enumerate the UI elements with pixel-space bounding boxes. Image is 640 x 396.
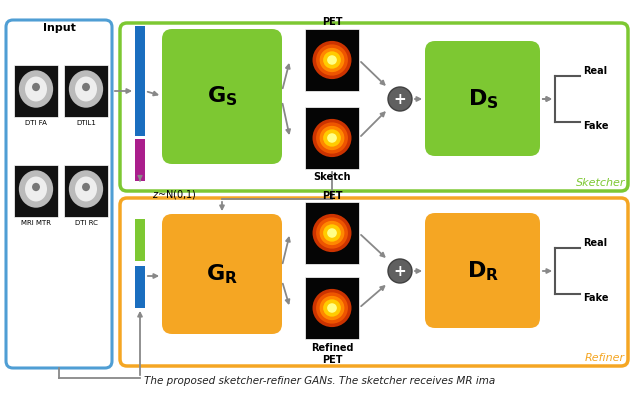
Bar <box>305 277 359 339</box>
Text: $z$~N(0,1): $z$~N(0,1) <box>152 188 197 201</box>
FancyBboxPatch shape <box>162 214 282 334</box>
Bar <box>305 202 359 264</box>
Text: Fake: Fake <box>583 121 609 131</box>
Bar <box>14 65 58 117</box>
Ellipse shape <box>75 76 97 101</box>
Circle shape <box>388 259 412 283</box>
Bar <box>305 29 359 91</box>
Bar <box>14 165 58 217</box>
Ellipse shape <box>319 221 344 245</box>
Ellipse shape <box>327 133 337 143</box>
FancyBboxPatch shape <box>425 213 540 328</box>
Text: +: + <box>394 263 406 278</box>
Ellipse shape <box>312 119 351 157</box>
Text: Real: Real <box>583 66 607 76</box>
Ellipse shape <box>316 122 348 154</box>
Ellipse shape <box>316 44 348 76</box>
Ellipse shape <box>312 41 351 79</box>
Ellipse shape <box>312 214 351 252</box>
Text: Fake: Fake <box>583 293 609 303</box>
Bar <box>64 165 108 217</box>
Ellipse shape <box>323 224 341 242</box>
Bar <box>305 107 359 169</box>
Ellipse shape <box>319 296 344 320</box>
Text: Real: Real <box>583 238 607 248</box>
FancyBboxPatch shape <box>162 29 282 164</box>
Bar <box>135 26 145 136</box>
Text: PET: PET <box>322 17 342 27</box>
Ellipse shape <box>69 70 103 108</box>
Ellipse shape <box>323 51 341 69</box>
Ellipse shape <box>32 83 40 91</box>
Ellipse shape <box>32 183 40 191</box>
Bar <box>135 139 145 181</box>
Text: DTI RC: DTI RC <box>75 220 97 226</box>
Text: $\mathbf{G_R}$: $\mathbf{G_R}$ <box>206 262 238 286</box>
Text: DTI FA: DTI FA <box>25 120 47 126</box>
Bar <box>135 266 145 308</box>
Ellipse shape <box>319 48 344 72</box>
Bar <box>64 65 108 117</box>
Ellipse shape <box>25 76 47 101</box>
Text: DTIL1: DTIL1 <box>76 120 96 126</box>
Text: PET: PET <box>322 191 342 201</box>
Ellipse shape <box>82 83 90 91</box>
Circle shape <box>388 87 412 111</box>
Ellipse shape <box>323 129 341 147</box>
Ellipse shape <box>327 228 337 238</box>
Text: Refined
PET: Refined PET <box>311 343 353 365</box>
Text: Sketch: Sketch <box>313 172 351 182</box>
Text: The proposed sketcher-refiner GANs. The sketcher receives MR ima: The proposed sketcher-refiner GANs. The … <box>145 376 495 386</box>
Ellipse shape <box>25 177 47 202</box>
Text: +: + <box>394 91 406 107</box>
Text: $\mathbf{D_R}$: $\mathbf{D_R}$ <box>467 259 499 283</box>
Ellipse shape <box>19 170 53 208</box>
Ellipse shape <box>312 289 351 327</box>
Ellipse shape <box>316 217 348 249</box>
Text: Refiner: Refiner <box>585 353 625 363</box>
Ellipse shape <box>69 170 103 208</box>
Text: Sketcher: Sketcher <box>575 178 625 188</box>
Ellipse shape <box>327 55 337 65</box>
Ellipse shape <box>327 303 337 313</box>
Ellipse shape <box>323 299 341 317</box>
Ellipse shape <box>319 126 344 150</box>
Text: Input: Input <box>43 23 76 33</box>
Text: $\mathbf{D_S}$: $\mathbf{D_S}$ <box>468 87 499 111</box>
Ellipse shape <box>19 70 53 108</box>
FancyBboxPatch shape <box>425 41 540 156</box>
Text: $\mathbf{G_S}$: $\mathbf{G_S}$ <box>207 84 237 108</box>
Ellipse shape <box>75 177 97 202</box>
Bar <box>135 219 145 261</box>
Ellipse shape <box>316 292 348 324</box>
Text: MRI MTR: MRI MTR <box>21 220 51 226</box>
Ellipse shape <box>82 183 90 191</box>
